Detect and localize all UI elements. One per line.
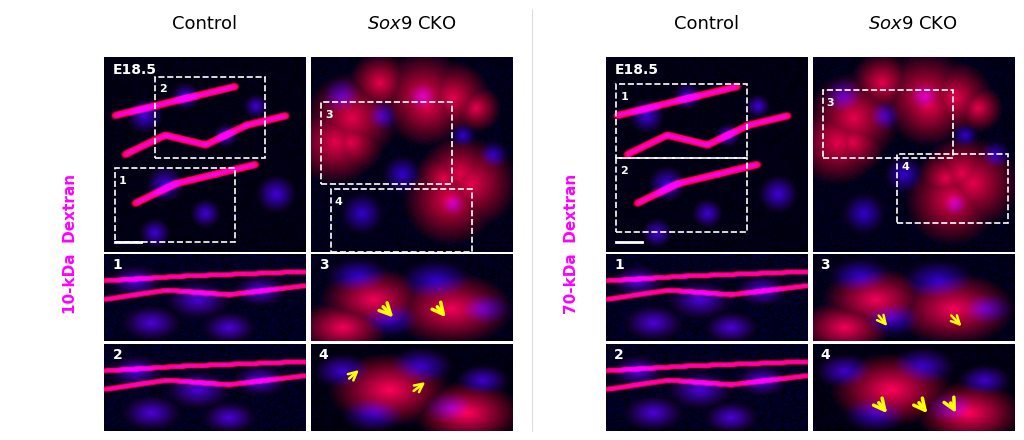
Text: 2: 2 [113, 348, 122, 362]
Text: 3: 3 [318, 258, 329, 272]
Bar [331, 190, 472, 252]
Text: E18.5: E18.5 [614, 63, 658, 77]
Bar [155, 77, 265, 158]
Text: $\it{Sox9}$ CKO: $\it{Sox9}$ CKO [367, 15, 457, 33]
Text: 3: 3 [826, 98, 835, 108]
Text: Control: Control [172, 15, 238, 33]
Text: E18.5: E18.5 [113, 63, 157, 77]
Text: 4: 4 [318, 348, 329, 362]
Text: 1: 1 [119, 176, 126, 186]
Bar [616, 158, 748, 232]
Text: 4: 4 [335, 197, 343, 207]
Text: 3: 3 [820, 258, 830, 272]
Text: 4: 4 [820, 348, 830, 362]
Text: 1: 1 [621, 92, 628, 102]
Bar [822, 90, 953, 158]
Text: $\it{Sox9}$ CKO: $\it{Sox9}$ CKO [868, 15, 958, 33]
Text: 2: 2 [614, 348, 624, 362]
Text: 4: 4 [901, 162, 909, 172]
Text: 70-kDa  Dextran: 70-kDa Dextran [564, 174, 580, 314]
Bar [897, 154, 1008, 223]
Text: Control: Control [674, 15, 739, 33]
Text: 2: 2 [621, 166, 628, 176]
Bar [616, 84, 748, 158]
Text: 1: 1 [614, 258, 624, 272]
Bar [321, 102, 452, 183]
Bar [115, 168, 236, 242]
Text: 3: 3 [325, 110, 333, 120]
Text: 10-kDa  Dextran: 10-kDa Dextran [62, 174, 78, 314]
Text: 1: 1 [113, 258, 122, 272]
Text: 2: 2 [159, 84, 167, 95]
